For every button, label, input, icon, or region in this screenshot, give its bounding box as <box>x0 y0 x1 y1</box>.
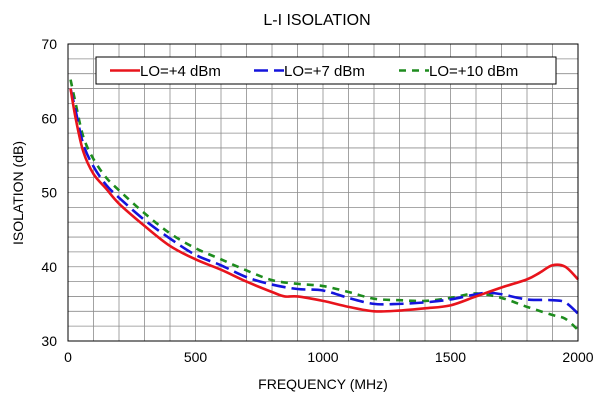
y-tick-label: 50 <box>41 185 57 201</box>
y-tick-label: 70 <box>41 36 57 52</box>
legend-label: LO=+7 dBm <box>284 63 365 80</box>
y-tick-label: 30 <box>41 333 57 349</box>
chart-title: L-I ISOLATION <box>263 12 370 29</box>
series-line-lo-7-dbm <box>69 88 579 315</box>
x-tick-label: 500 <box>184 349 208 365</box>
legend-box <box>95 56 557 85</box>
x-tick-label: 2000 <box>562 349 593 365</box>
x-axis-title: FREQUENCY (MHz) <box>258 376 388 392</box>
grid <box>68 44 578 341</box>
axis-ticks: 0 500 1000 1500 2000 30 40 50 60 70 <box>41 36 593 365</box>
plot-frame <box>67 43 579 342</box>
series-line-lo-4-dbm <box>69 88 579 313</box>
x-tick-label: 1500 <box>435 349 466 365</box>
y-tick-label: 60 <box>41 110 57 126</box>
legend-label: LO=+10 dBm <box>429 63 518 80</box>
legend-label: LO=+4 dBm <box>140 63 221 80</box>
series-line-lo-10-dbm <box>69 79 579 331</box>
y-axis-title: ISOLATION (dB) <box>10 141 26 245</box>
x-tick-label: 0 <box>64 349 72 365</box>
legend: LO=+4 dBm LO=+7 dBm LO=+10 dBm <box>95 56 557 85</box>
x-tick-label: 1000 <box>307 349 338 365</box>
plot-area <box>69 79 579 331</box>
y-tick-label: 40 <box>41 259 57 275</box>
